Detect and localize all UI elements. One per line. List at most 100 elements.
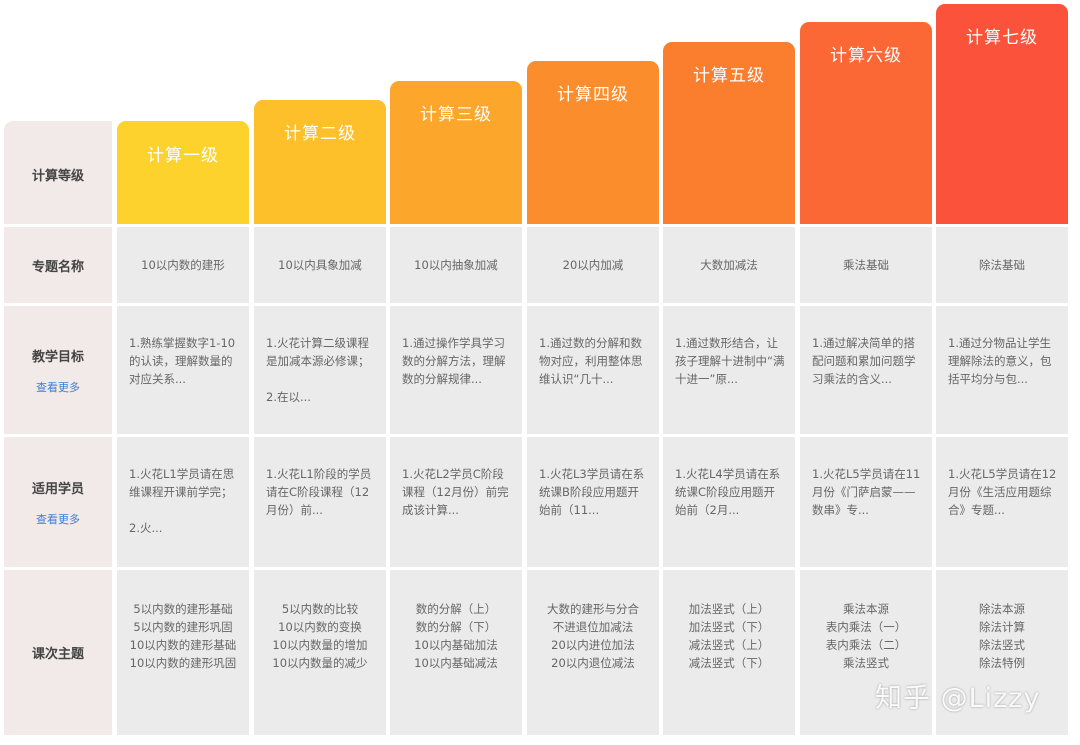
level-name: 计算六级	[830, 46, 902, 66]
cell-topic-1: 10以内数的建形	[117, 227, 249, 303]
topic-text: 10以内具象加减	[278, 258, 362, 272]
students-text: 1.火花L1学员请在思维课程开课前学完； 2.火...	[129, 467, 235, 535]
lesson-item: 加法竖式（上）	[688, 602, 770, 616]
cell-topic-4: 20以内加减	[527, 227, 659, 303]
topic-text: 10以内抽象加减	[414, 258, 498, 272]
students-text: 1.火花L2学员C阶段课程（12月份）前完成该计算...	[402, 467, 509, 517]
cell-lessons-6: 乘法本源 表内乘法（一） 表内乘法（二） 乘法竖式	[800, 570, 932, 735]
level-name: 计算二级	[284, 124, 356, 144]
row-label-lessons-text: 课次主题	[31, 647, 84, 662]
lesson-item: 20以内退位减法	[551, 656, 635, 670]
goal-more-link[interactable]: 查看更多	[36, 380, 80, 394]
cell-goal-1: 1.熟练掌握数字1-10的认读，理解数量的对应关系...	[117, 306, 249, 434]
lesson-item: 减法竖式（上）	[688, 638, 770, 652]
cell-students-4: 1.火花L3学员请在系统课B阶段应用题开始前（11...	[527, 437, 659, 567]
cell-goal-2: 1.火花计算二级课程是加减本源必修课； 2.在以...	[254, 306, 386, 434]
cell-students-5: 1.火花L4学员请在系统课C阶段应用题开始前（2月...	[663, 437, 795, 567]
lesson-item: 5以内数的比较	[281, 602, 359, 616]
lesson-item: 表内乘法（二）	[825, 638, 907, 652]
cell-lessons-4: 大数的建形与分合 不进退位加减法 20以内进位加法 20以内退位减法	[527, 570, 659, 735]
cell-topic-2: 10以内具象加减	[254, 227, 386, 303]
level-header-3: 计算三级	[390, 81, 522, 224]
lesson-item: 除法本源	[979, 602, 1025, 616]
cell-students-3: 1.火花L2学员C阶段课程（12月份）前完成该计算...	[390, 437, 522, 567]
lesson-item: 10以内数的建形巩固	[129, 656, 237, 670]
students-text: 1.火花L4学员请在系统课C阶段应用题开始前（2月...	[675, 467, 781, 517]
students-text: 1.火花L5学员请在11月份《门萨启蒙——数串》专...	[812, 467, 921, 517]
row-label-goal-text: 教学目标	[31, 349, 84, 365]
cell-lessons-5: 加法竖式（上） 加法竖式（下） 减法竖式（上） 减法竖式（下）	[663, 570, 795, 735]
level-name: 计算五级	[693, 66, 765, 86]
row-label-level: 计算等级	[4, 121, 112, 224]
level-name: 计算四级	[557, 85, 629, 105]
level-header-7: 计算七级	[936, 4, 1068, 224]
topic-text: 20以内加减	[562, 258, 624, 272]
row-label-topic: 专题名称	[4, 227, 112, 303]
students-text: 1.火花L1阶段的学员请在C阶段课程（12月份）前...	[266, 467, 372, 517]
level-header-2: 计算二级	[254, 100, 386, 224]
cell-goal-6: 1.通过解决简单的搭配问题和累加问题学习乘法的含义...	[800, 306, 932, 434]
cell-students-1: 1.火花L1学员请在思维课程开课前学完； 2.火...	[117, 437, 249, 567]
lesson-item: 减法竖式（下）	[688, 656, 770, 670]
lesson-item: 乘法本源	[843, 602, 889, 616]
topic-text: 大数加减法	[700, 258, 758, 272]
cell-topic-3: 10以内抽象加减	[390, 227, 522, 303]
row-label-goal: 教学目标 查看更多	[4, 306, 112, 434]
cell-goal-4: 1.通过数的分解和数物对应，利用整体思维认识“几十...	[527, 306, 659, 434]
cell-lessons-7: 除法本源除法计算除法竖式除法特例	[936, 570, 1068, 735]
lesson-item: 20以内进位加法	[551, 638, 635, 652]
lesson-item: 除法竖式	[979, 638, 1025, 652]
cell-topic-5: 大数加减法	[663, 227, 795, 303]
lesson-item: 5以内数的建形巩固	[133, 620, 233, 634]
students-text: 1.火花L3学员请在系统课B阶段应用题开始前（11...	[539, 467, 645, 517]
lesson-item: 大数的建形与分合	[547, 602, 639, 616]
cell-students-6: 1.火花L5学员请在11月份《门萨启蒙——数串》专...	[800, 437, 932, 567]
row-label-level-text: 计算等级	[31, 169, 84, 184]
cell-goal-7: 1.通过分物品让学生理解除法的意义，包括平均分与包...	[936, 306, 1068, 434]
row-label-lessons: 课次主题	[4, 570, 112, 735]
lesson-item: 不进退位加减法	[552, 620, 634, 634]
lesson-item: 10以内数量的减少	[272, 656, 368, 670]
cell-students-2: 1.火花L1阶段的学员请在C阶段课程（12月份）前...	[254, 437, 386, 567]
topic-text: 除法基础	[979, 258, 1025, 272]
goal-text: 1.火花计算二级课程是加减本源必修课； 2.在以...	[266, 336, 370, 404]
lesson-item: 10以内数量的增加	[272, 638, 368, 652]
level-header-5: 计算五级	[663, 42, 795, 224]
topic-text: 乘法基础	[843, 258, 889, 272]
lesson-item: 数的分解（上）	[415, 602, 497, 616]
lesson-item: 除法特例	[979, 656, 1025, 670]
cell-lessons-1: 5以内数的建形基础 5以内数的建形巩固 10以内数的建形基础 10以内数的建形巩固	[117, 570, 249, 735]
goal-text: 1.通过解决简单的搭配问题和累加问题学习乘法的含义...	[812, 336, 916, 386]
level-header-1: 计算一级	[117, 121, 249, 224]
level-name: 计算七级	[966, 28, 1038, 48]
level-name: 计算三级	[420, 105, 492, 125]
lesson-item: 加法竖式（下）	[688, 620, 770, 634]
goal-text: 1.通过数的分解和数物对应，利用整体思维认识“几十...	[539, 336, 643, 386]
lesson-item: 数的分解（下）	[415, 620, 497, 634]
lesson-item: 10以内数的变换	[278, 620, 362, 634]
lesson-item: 除法计算	[979, 620, 1025, 634]
row-label-topic-text: 专题名称	[31, 259, 84, 275]
watermark: 知乎 @Lizzy	[875, 683, 1041, 714]
cell-goal-5: 1.通过数形结合，让孩子理解十进制中“满十进一”原...	[663, 306, 795, 434]
cell-students-7: 1.火花L5学员请在12月份《生活应用题综合》专题...	[936, 437, 1068, 567]
topic-text: 10以内数的建形	[141, 258, 225, 272]
row-label-students-text: 适用学员	[31, 481, 84, 497]
students-more-link[interactable]: 查看更多	[36, 512, 80, 526]
goal-text: 1.通过操作学具学习数的分解方法，理解数的分解规律...	[402, 336, 506, 386]
goal-text: 1.通过分物品让学生理解除法的意义，包括平均分与包...	[948, 336, 1052, 386]
cell-lessons-2: 5以内数的比较 10以内数的变换 10以内数量的增加 10以内数量的减少	[254, 570, 386, 735]
lesson-item: 5以内数的建形基础	[133, 602, 233, 616]
lesson-item: 表内乘法（一）	[825, 620, 907, 634]
goal-text: 1.通过数形结合，让孩子理解十进制中“满十进一”原...	[675, 336, 785, 386]
level-name: 计算一级	[147, 146, 219, 166]
level-header-6: 计算六级	[800, 22, 932, 224]
lesson-item: 10以内基础加法	[414, 638, 498, 652]
students-text: 1.火花L5学员请在12月份《生活应用题综合》专题...	[948, 467, 1057, 517]
lesson-item: 10以内数的建形基础	[129, 638, 237, 652]
row-label-students: 适用学员 查看更多	[4, 437, 112, 567]
cell-topic-7: 除法基础	[936, 227, 1068, 303]
goal-text: 1.熟练掌握数字1-10的认读，理解数量的对应关系...	[129, 336, 236, 386]
cell-lessons-3: 数的分解（上） 数的分解（下） 10以内基础加法 10以内基础减法	[390, 570, 522, 735]
lesson-item: 10以内基础减法	[414, 656, 498, 670]
